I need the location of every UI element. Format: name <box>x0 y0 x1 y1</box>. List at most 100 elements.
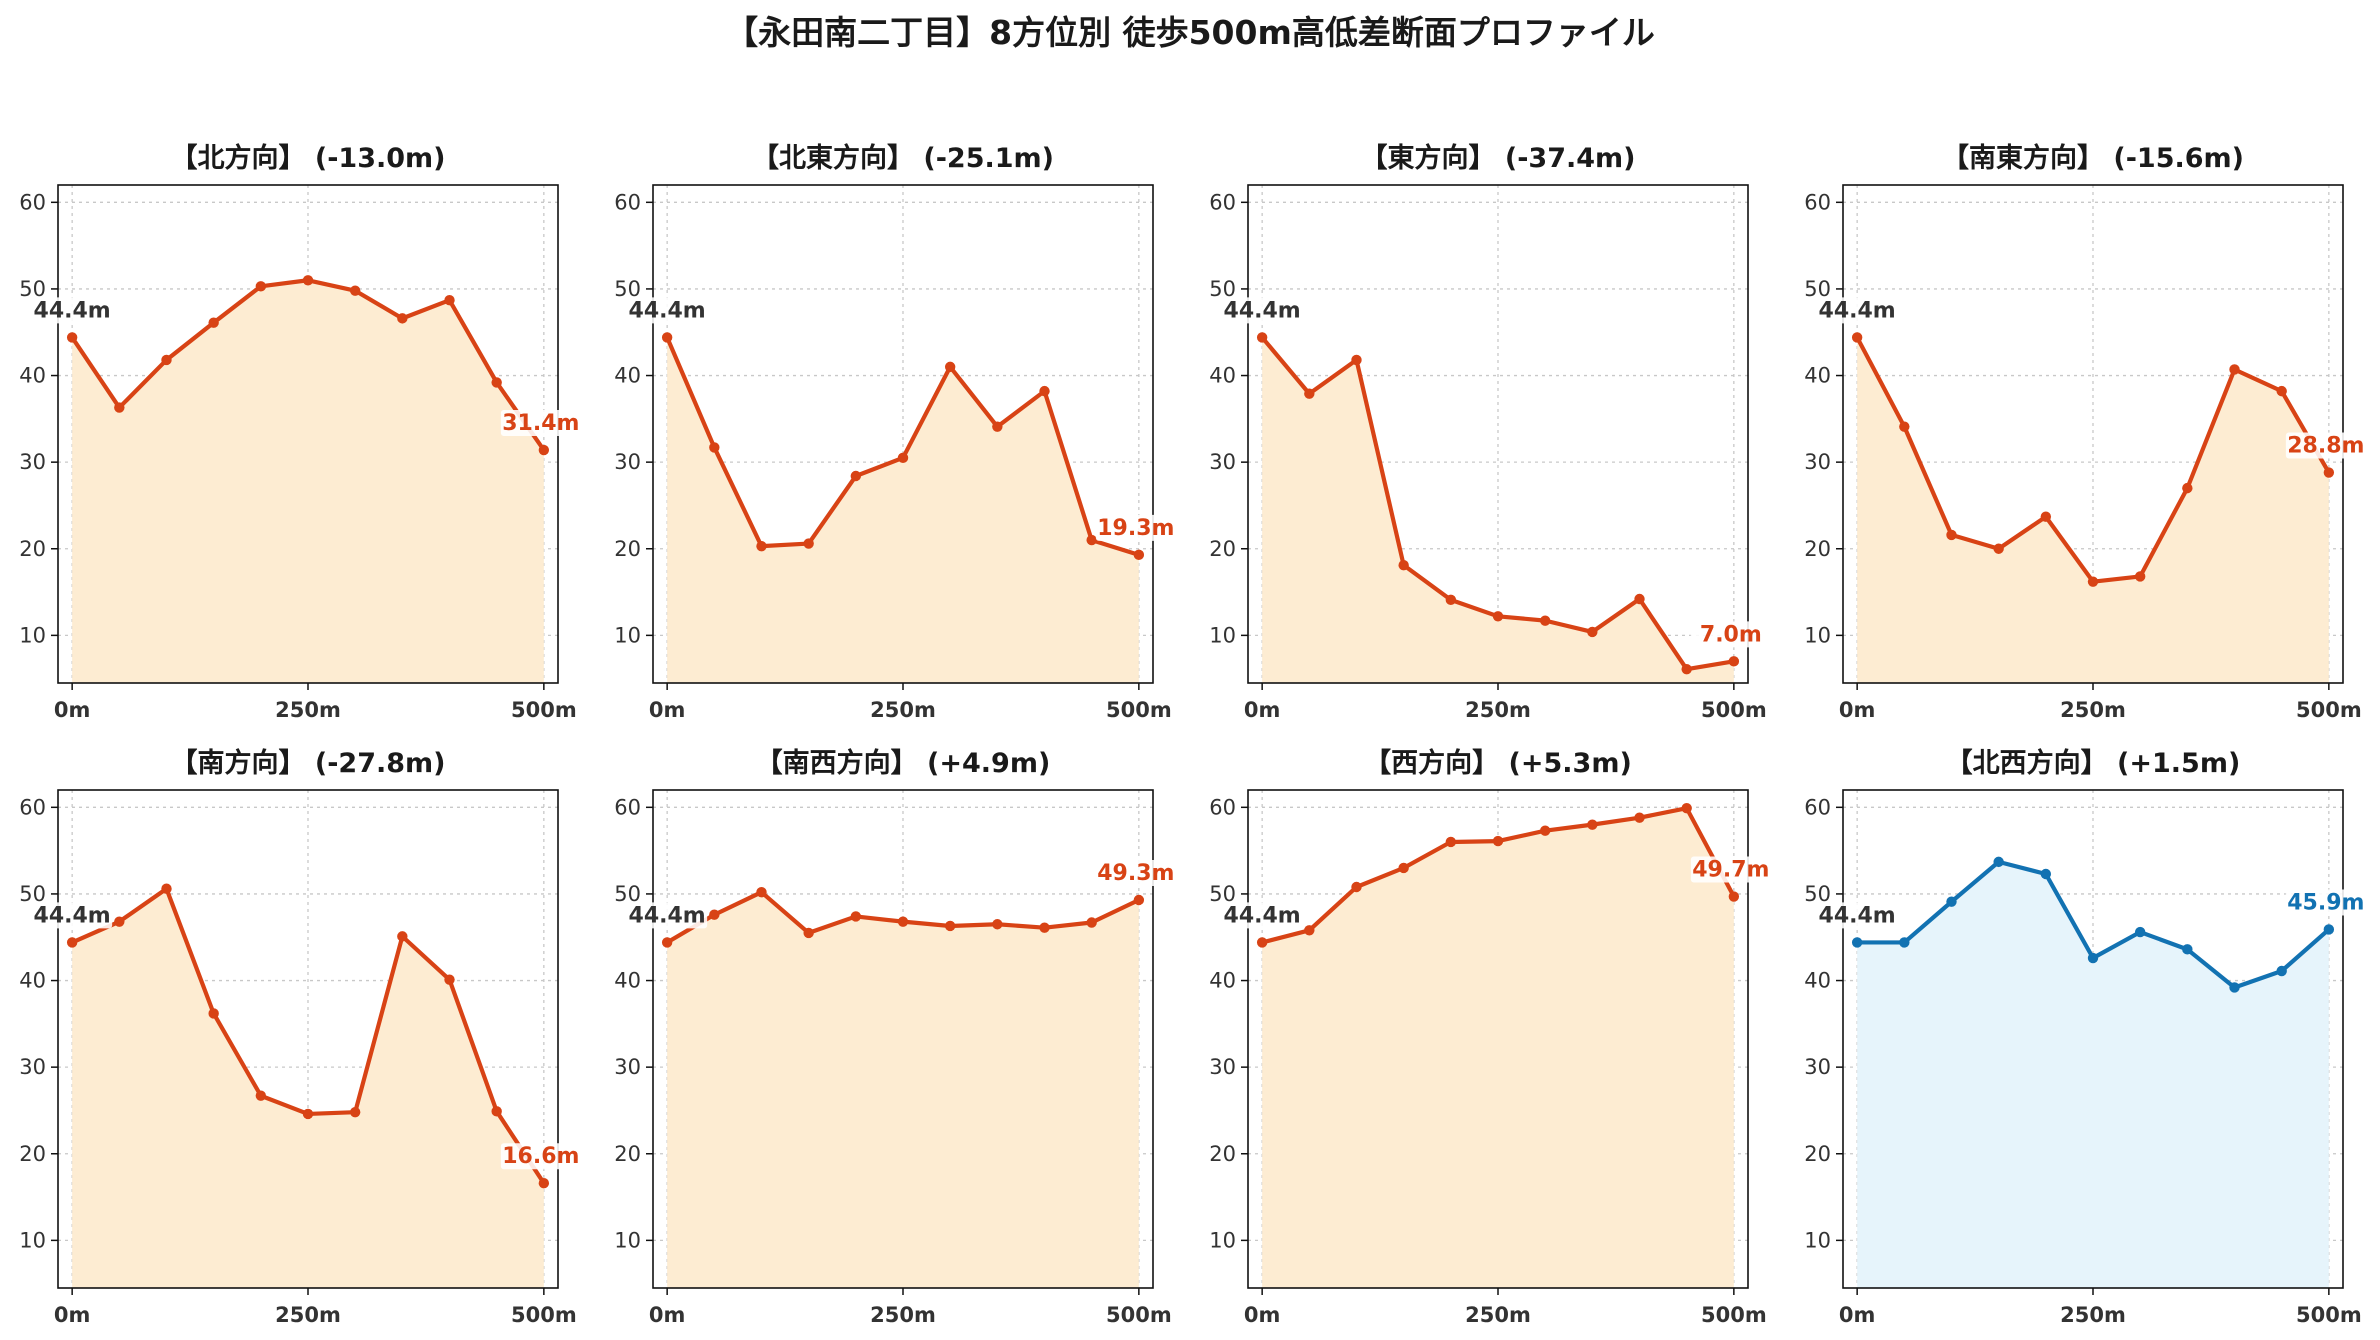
start-elevation-label: 44.4m <box>1819 903 1896 928</box>
elevation-area <box>72 888 544 1288</box>
elevation-point <box>2182 482 2193 494</box>
x-tick-label: 0m <box>54 1303 91 1327</box>
y-tick-label: 40 <box>614 969 641 993</box>
start-elevation-label: 44.4m <box>629 903 706 928</box>
elevation-point <box>538 1178 550 1189</box>
elevation-point <box>661 332 673 343</box>
elevation-point <box>944 361 956 373</box>
x-tick-label: 500m <box>1701 698 1767 722</box>
elevation-point <box>1039 385 1050 397</box>
y-tick-label: 10 <box>19 1228 46 1252</box>
elevation-point <box>1634 812 1645 823</box>
panel-title: 【北方向】 (-13.0m) <box>170 142 445 174</box>
elevation-point <box>1445 836 1457 848</box>
elevation-point <box>255 281 267 292</box>
end-elevation-label: 49.3m <box>1097 861 1174 886</box>
x-tick-label: 0m <box>1839 1303 1876 1327</box>
elevation-panel: 【南東方向】 (-15.6m) 10 20 30 40 50 60 0m 250m 500m 44.… <box>1804 142 2366 722</box>
elevation-area <box>1857 337 2329 683</box>
elevation-point <box>2229 982 2240 993</box>
y-tick-label: 20 <box>1209 1142 1236 1166</box>
elevation-point <box>1039 922 1050 933</box>
y-tick-label: 40 <box>19 969 46 993</box>
y-tick-label: 50 <box>1209 882 1236 906</box>
y-tick-label: 10 <box>1209 623 1236 647</box>
x-tick-label: 500m <box>1701 1303 1767 1327</box>
y-tick-label: 60 <box>1804 190 1831 214</box>
elevation-point <box>1587 819 1598 830</box>
y-tick-label: 40 <box>19 364 46 388</box>
y-tick-label: 60 <box>614 795 641 819</box>
y-tick-label: 50 <box>19 277 46 301</box>
elevation-point <box>491 377 502 388</box>
elevation-point <box>349 1106 361 1118</box>
y-tick-label: 40 <box>1804 364 1831 388</box>
elevation-point <box>2323 924 2335 935</box>
elevation-point <box>992 919 1003 930</box>
elevation-point <box>1539 615 1551 626</box>
elevation-point <box>2040 868 2052 880</box>
elevation-point <box>208 1008 219 1019</box>
x-tick-label: 0m <box>649 698 686 722</box>
panel-title: 【南西方向】 (+4.9m) <box>756 747 1051 779</box>
elevation-point <box>1539 825 1551 836</box>
start-elevation-label: 44.4m <box>1224 298 1301 323</box>
elevation-point <box>709 442 720 453</box>
y-tick-label: 50 <box>1209 277 1236 301</box>
elevation-point <box>1445 594 1457 606</box>
start-label-backdrop <box>627 902 708 929</box>
end-elevation-label: 7.0m <box>1700 622 1762 647</box>
y-tick-label: 60 <box>614 190 641 214</box>
x-tick-label: 0m <box>1244 698 1281 722</box>
elevation-point <box>803 538 814 549</box>
x-tick-label: 0m <box>1244 1303 1281 1327</box>
elevation-point <box>709 909 720 920</box>
y-tick-label: 50 <box>614 277 641 301</box>
elevation-point <box>1304 925 1315 936</box>
y-tick-label: 20 <box>19 537 46 561</box>
elevation-point <box>2040 511 2052 522</box>
y-tick-label: 40 <box>1804 969 1831 993</box>
elevation-point <box>397 313 408 324</box>
start-label-backdrop <box>1817 297 1898 324</box>
elevation-area <box>72 280 544 683</box>
elevation-point <box>1899 937 1910 948</box>
elevation-panel: 【西方向】 (+5.3m) 10 20 30 40 50 60 0m 250m 500m 44.4m… <box>1209 747 1771 1327</box>
elevation-panel: 【東方向】 (-37.4m) 10 20 30 40 50 60 0m 250m 500m 44.4… <box>1209 142 1771 722</box>
start-label-backdrop <box>1222 902 1303 929</box>
y-tick-label: 60 <box>19 190 46 214</box>
end-label-backdrop <box>1095 859 1176 886</box>
elevation-panel: 【北方向】 (-13.0m) 10 20 30 40 50 60 0m 250m 500m 44.4… <box>19 142 581 722</box>
elevation-point <box>349 285 361 296</box>
x-tick-label: 0m <box>649 1303 686 1327</box>
y-tick-label: 60 <box>1804 795 1831 819</box>
y-tick-label: 30 <box>1209 1055 1236 1079</box>
elevation-point <box>2087 576 2099 587</box>
y-tick-label: 30 <box>19 1055 46 1079</box>
elevation-point <box>2229 364 2240 375</box>
elevation-area <box>1857 861 2329 1288</box>
elevation-point <box>756 540 767 552</box>
elevation-point <box>1398 862 1409 874</box>
start-label-backdrop <box>32 297 113 324</box>
elevation-point <box>2087 952 2099 964</box>
y-tick-label: 30 <box>1209 450 1236 474</box>
y-tick-label: 40 <box>614 364 641 388</box>
elevation-point <box>1993 543 2004 554</box>
y-tick-label: 50 <box>1804 882 1831 906</box>
x-tick-label: 250m <box>1465 1303 1531 1327</box>
x-tick-label: 250m <box>870 1303 936 1327</box>
y-tick-label: 30 <box>19 450 46 474</box>
start-elevation-label: 44.4m <box>34 903 111 928</box>
panel-title: 【東方向】 (-37.4m) <box>1360 142 1635 174</box>
x-tick-label: 0m <box>54 698 91 722</box>
elevation-point <box>1681 663 1692 675</box>
x-tick-label: 250m <box>2060 698 2126 722</box>
y-tick-label: 60 <box>19 795 46 819</box>
elevation-point <box>897 916 909 927</box>
end-elevation-label: 31.4m <box>502 411 579 436</box>
end-label-backdrop <box>2285 889 2366 916</box>
elevation-point <box>538 444 550 456</box>
elevation-point <box>1133 549 1145 561</box>
x-tick-label: 250m <box>275 1303 341 1327</box>
